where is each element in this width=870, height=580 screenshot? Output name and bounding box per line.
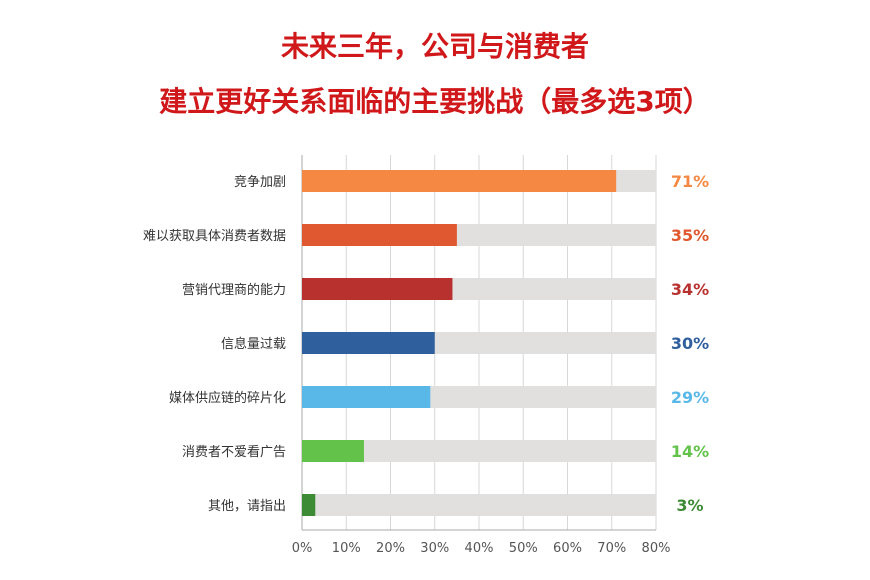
- x-tick-label: 10%: [332, 541, 361, 556]
- bar: [302, 440, 364, 462]
- category-label: 消费者不爱看广告: [182, 444, 286, 460]
- value-label: 3%: [676, 496, 703, 515]
- value-label: 29%: [671, 388, 709, 407]
- category-label: 竞争加剧: [234, 174, 286, 190]
- category-label: 难以获取具体消费者数据: [143, 229, 286, 244]
- value-label: 30%: [671, 334, 709, 353]
- category-label: 营销代理商的能力: [182, 282, 286, 298]
- bar: [302, 224, 457, 246]
- value-label: 34%: [671, 280, 709, 299]
- x-tick-label: 60%: [553, 541, 582, 556]
- bar-track: [302, 440, 656, 462]
- chart-title-line-1: 未来三年，公司与消费者: [280, 30, 589, 63]
- x-tick-label: 50%: [509, 541, 538, 556]
- bar: [302, 386, 431, 408]
- bar-track: [302, 494, 656, 516]
- category-label: 信息量过载: [221, 336, 286, 352]
- value-label: 35%: [671, 226, 709, 245]
- x-tick-label: 80%: [642, 541, 671, 556]
- bar: [302, 278, 453, 300]
- bar: [302, 494, 316, 516]
- value-label: 71%: [671, 172, 709, 191]
- category-label: 其他，请指出: [208, 499, 286, 514]
- value-label: 14%: [671, 442, 709, 461]
- x-tick-label: 70%: [597, 541, 626, 556]
- bar: [302, 332, 435, 354]
- x-tick-label: 20%: [376, 541, 405, 556]
- chart-title-line-2: 建立更好关系面临的主要挑战（最多选3项）: [159, 85, 711, 118]
- bar: [302, 170, 617, 192]
- x-tick-label: 30%: [420, 541, 449, 556]
- category-label: 媒体供应链的碎片化: [169, 390, 286, 406]
- x-tick-label: 40%: [465, 541, 494, 556]
- x-tick-label: 0%: [292, 541, 313, 556]
